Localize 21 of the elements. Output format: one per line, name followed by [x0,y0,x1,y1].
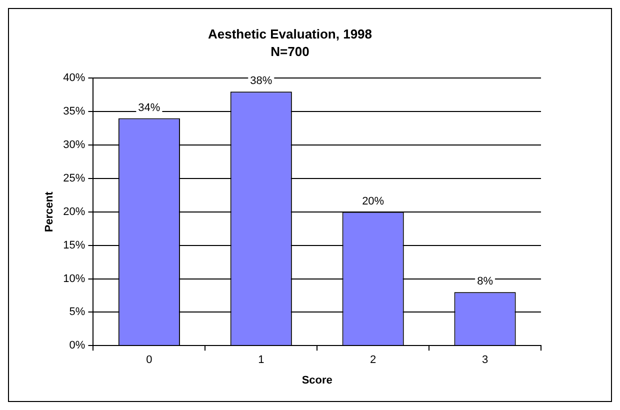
x-tick-label: 0 [146,354,152,366]
data-label: 8% [477,276,494,288]
y-tick-label: 20% [63,206,86,218]
y-tick-label: 10% [63,272,86,285]
x-axis-title: Score [302,374,332,386]
chart-subtitle: N=700 [270,44,310,59]
data-label: 20% [362,195,384,208]
y-tick-label: 30% [63,139,86,152]
y-tick-label: 5% [69,306,86,318]
x-tick-label: 3 [482,354,488,366]
y-tick-label: 40% [63,72,86,84]
y-tick-label: 25% [63,172,86,185]
x-tick-label: 1 [258,354,264,366]
y-tick-label: 0% [69,340,86,352]
y-axis-title: Percent [44,191,56,232]
x-tick-label: 2 [370,354,376,366]
y-tick-label: 15% [63,239,86,252]
data-label: 34% [138,102,160,114]
chart-title: Aesthetic Evaluation, 1998 [208,26,372,42]
y-tick-label: 35% [63,106,86,118]
data-label: 38% [250,75,272,88]
